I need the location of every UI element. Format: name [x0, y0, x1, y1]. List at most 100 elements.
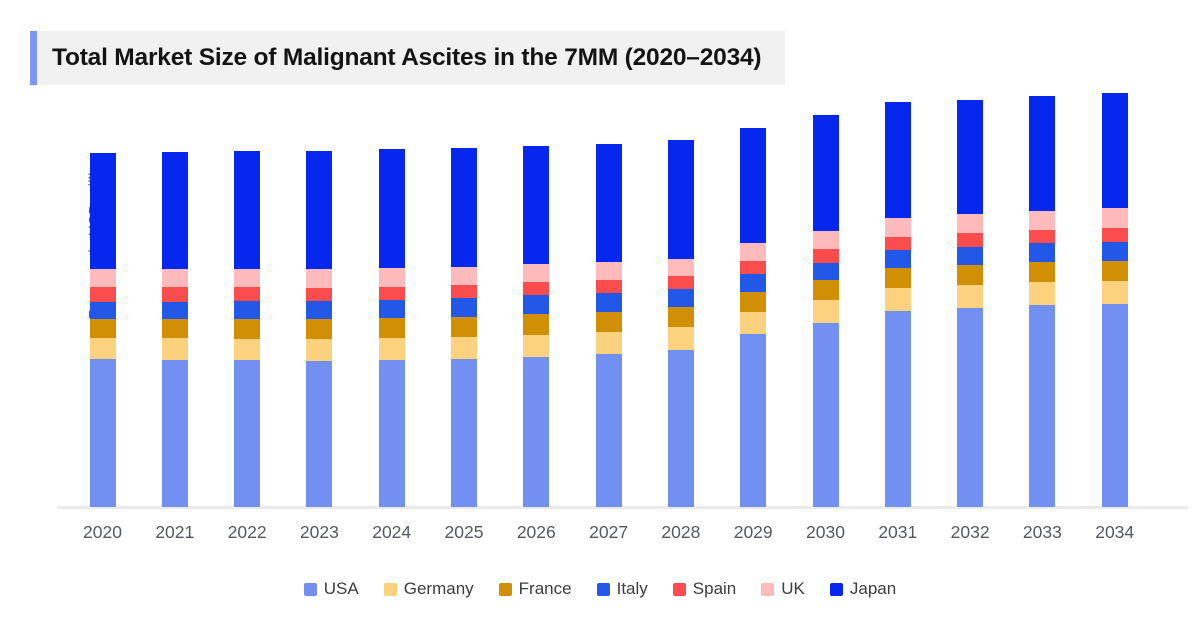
- bar-segment-2025-uk[interactable]: [451, 266, 477, 285]
- bar-segment-2032-france[interactable]: [957, 265, 984, 285]
- bar-segment-2031-japan[interactable]: [884, 102, 911, 218]
- bar-segment-2034-spain[interactable]: [1101, 228, 1128, 242]
- bar-segment-2026-italy[interactable]: [523, 294, 550, 314]
- bar-segment-2028-italy[interactable]: [667, 289, 694, 307]
- bar-segment-2022-japan[interactable]: [234, 151, 261, 269]
- bar-2021[interactable]: [161, 152, 188, 507]
- bar-segment-2026-spain[interactable]: [523, 282, 550, 295]
- bar-2030[interactable]: [812, 114, 839, 507]
- bar-segment-2025-japan[interactable]: [451, 147, 477, 267]
- bar-segment-2025-germany[interactable]: [451, 336, 477, 359]
- bar-segment-2028-uk[interactable]: [667, 258, 694, 276]
- bar-segment-2021-japan[interactable]: [161, 152, 188, 269]
- bar-segment-2032-spain[interactable]: [957, 233, 984, 247]
- bar-segment-2027-usa[interactable]: [595, 353, 622, 507]
- bar-segment-2031-italy[interactable]: [884, 249, 911, 268]
- bar-segment-2031-germany[interactable]: [884, 288, 911, 311]
- bar-segment-2034-uk[interactable]: [1101, 208, 1128, 228]
- bar-segment-2024-japan[interactable]: [378, 149, 405, 268]
- bar-segment-2033-spain[interactable]: [1029, 230, 1056, 243]
- bar-segment-2033-uk[interactable]: [1029, 211, 1056, 230]
- bar-segment-2028-japan[interactable]: [667, 139, 694, 259]
- bar-segment-2027-germany[interactable]: [595, 331, 622, 354]
- bar-segment-2029-italy[interactable]: [740, 273, 767, 292]
- bar-segment-2029-uk[interactable]: [740, 243, 767, 261]
- bar-segment-2033-france[interactable]: [1029, 262, 1056, 282]
- bar-segment-2021-italy[interactable]: [161, 301, 188, 319]
- legend-item-france[interactable]: France: [498, 579, 572, 599]
- bar-segment-2034-italy[interactable]: [1101, 241, 1128, 261]
- bar-segment-2026-usa[interactable]: [523, 356, 550, 507]
- bar-segment-2023-france[interactable]: [306, 319, 333, 339]
- bar-segment-2020-italy[interactable]: [89, 302, 116, 319]
- legend-item-japan[interactable]: Japan: [829, 579, 896, 599]
- bar-segment-2024-italy[interactable]: [378, 299, 405, 318]
- bar-segment-2026-france[interactable]: [523, 314, 550, 335]
- bar-segment-2031-uk[interactable]: [884, 218, 911, 237]
- bar-segment-2025-france[interactable]: [451, 316, 477, 337]
- bar-segment-2034-germany[interactable]: [1101, 280, 1128, 304]
- bar-segment-2034-japan[interactable]: [1101, 92, 1128, 208]
- bar-segment-2034-france[interactable]: [1101, 260, 1128, 281]
- bar-segment-2030-usa[interactable]: [812, 322, 839, 507]
- bar-segment-2021-spain[interactable]: [161, 287, 188, 302]
- legend-item-germany[interactable]: Germany: [383, 579, 474, 599]
- bar-segment-2030-spain[interactable]: [812, 249, 839, 263]
- bar-segment-2024-france[interactable]: [378, 318, 405, 338]
- bar-segment-2030-germany[interactable]: [812, 300, 839, 323]
- bar-segment-2023-japan[interactable]: [306, 150, 333, 269]
- legend-item-spain[interactable]: Spain: [672, 579, 736, 599]
- bar-2022[interactable]: [234, 151, 261, 507]
- legend-item-usa[interactable]: USA: [303, 579, 359, 599]
- bar-2026[interactable]: [523, 145, 550, 507]
- bar-segment-2033-italy[interactable]: [1029, 242, 1056, 262]
- bar-segment-2020-spain[interactable]: [89, 287, 116, 302]
- bar-segment-2028-usa[interactable]: [667, 349, 694, 507]
- bar-segment-2020-japan[interactable]: [89, 153, 116, 269]
- legend-item-italy[interactable]: Italy: [596, 579, 648, 599]
- bar-segment-2033-usa[interactable]: [1029, 304, 1056, 507]
- bar-2031[interactable]: [884, 102, 911, 507]
- bar-segment-2027-spain[interactable]: [595, 279, 622, 293]
- bar-segment-2032-italy[interactable]: [957, 246, 984, 265]
- bar-segment-2029-germany[interactable]: [740, 312, 767, 334]
- bar-segment-2021-germany[interactable]: [161, 338, 188, 360]
- bar-segment-2034-usa[interactable]: [1101, 303, 1128, 507]
- bar-segment-2026-germany[interactable]: [523, 334, 550, 357]
- bar-segment-2031-spain[interactable]: [884, 237, 911, 250]
- bar-segment-2029-france[interactable]: [740, 292, 767, 312]
- bar-segment-2027-japan[interactable]: [595, 143, 622, 262]
- bar-2029[interactable]: [740, 128, 767, 507]
- bar-segment-2020-usa[interactable]: [89, 359, 116, 507]
- bar-segment-2029-usa[interactable]: [740, 333, 767, 507]
- bar-segment-2023-spain[interactable]: [306, 287, 333, 301]
- bar-segment-2028-spain[interactable]: [667, 276, 694, 289]
- bar-segment-2025-spain[interactable]: [451, 285, 477, 298]
- bar-segment-2030-italy[interactable]: [812, 262, 839, 280]
- bar-2023[interactable]: [306, 150, 333, 507]
- bar-2020[interactable]: [89, 153, 116, 507]
- bar-segment-2031-usa[interactable]: [884, 310, 911, 507]
- bar-segment-2021-usa[interactable]: [161, 359, 188, 507]
- bar-segment-2022-france[interactable]: [234, 319, 261, 339]
- bar-segment-2023-usa[interactable]: [306, 360, 333, 507]
- bar-segment-2032-germany[interactable]: [957, 285, 984, 308]
- bar-segment-2022-uk[interactable]: [234, 268, 261, 287]
- bar-segment-2025-usa[interactable]: [451, 358, 477, 507]
- bar-segment-2022-usa[interactable]: [234, 360, 261, 507]
- bar-segment-2033-japan[interactable]: [1029, 96, 1056, 211]
- bar-2024[interactable]: [378, 149, 405, 507]
- bar-segment-2032-uk[interactable]: [957, 213, 984, 233]
- bar-segment-2024-uk[interactable]: [378, 268, 405, 287]
- bar-segment-2032-usa[interactable]: [957, 307, 984, 507]
- bar-segment-2023-germany[interactable]: [306, 339, 333, 361]
- legend-item-uk[interactable]: UK: [761, 579, 805, 599]
- bar-segment-2024-usa[interactable]: [378, 359, 405, 507]
- bar-segment-2030-france[interactable]: [812, 280, 839, 300]
- bar-segment-2024-germany[interactable]: [378, 338, 405, 360]
- bar-segment-2029-japan[interactable]: [740, 128, 767, 243]
- bar-segment-2022-germany[interactable]: [234, 338, 261, 360]
- bar-segment-2022-spain[interactable]: [234, 287, 261, 301]
- bar-segment-2022-italy[interactable]: [234, 301, 261, 319]
- bar-segment-2030-japan[interactable]: [812, 114, 839, 231]
